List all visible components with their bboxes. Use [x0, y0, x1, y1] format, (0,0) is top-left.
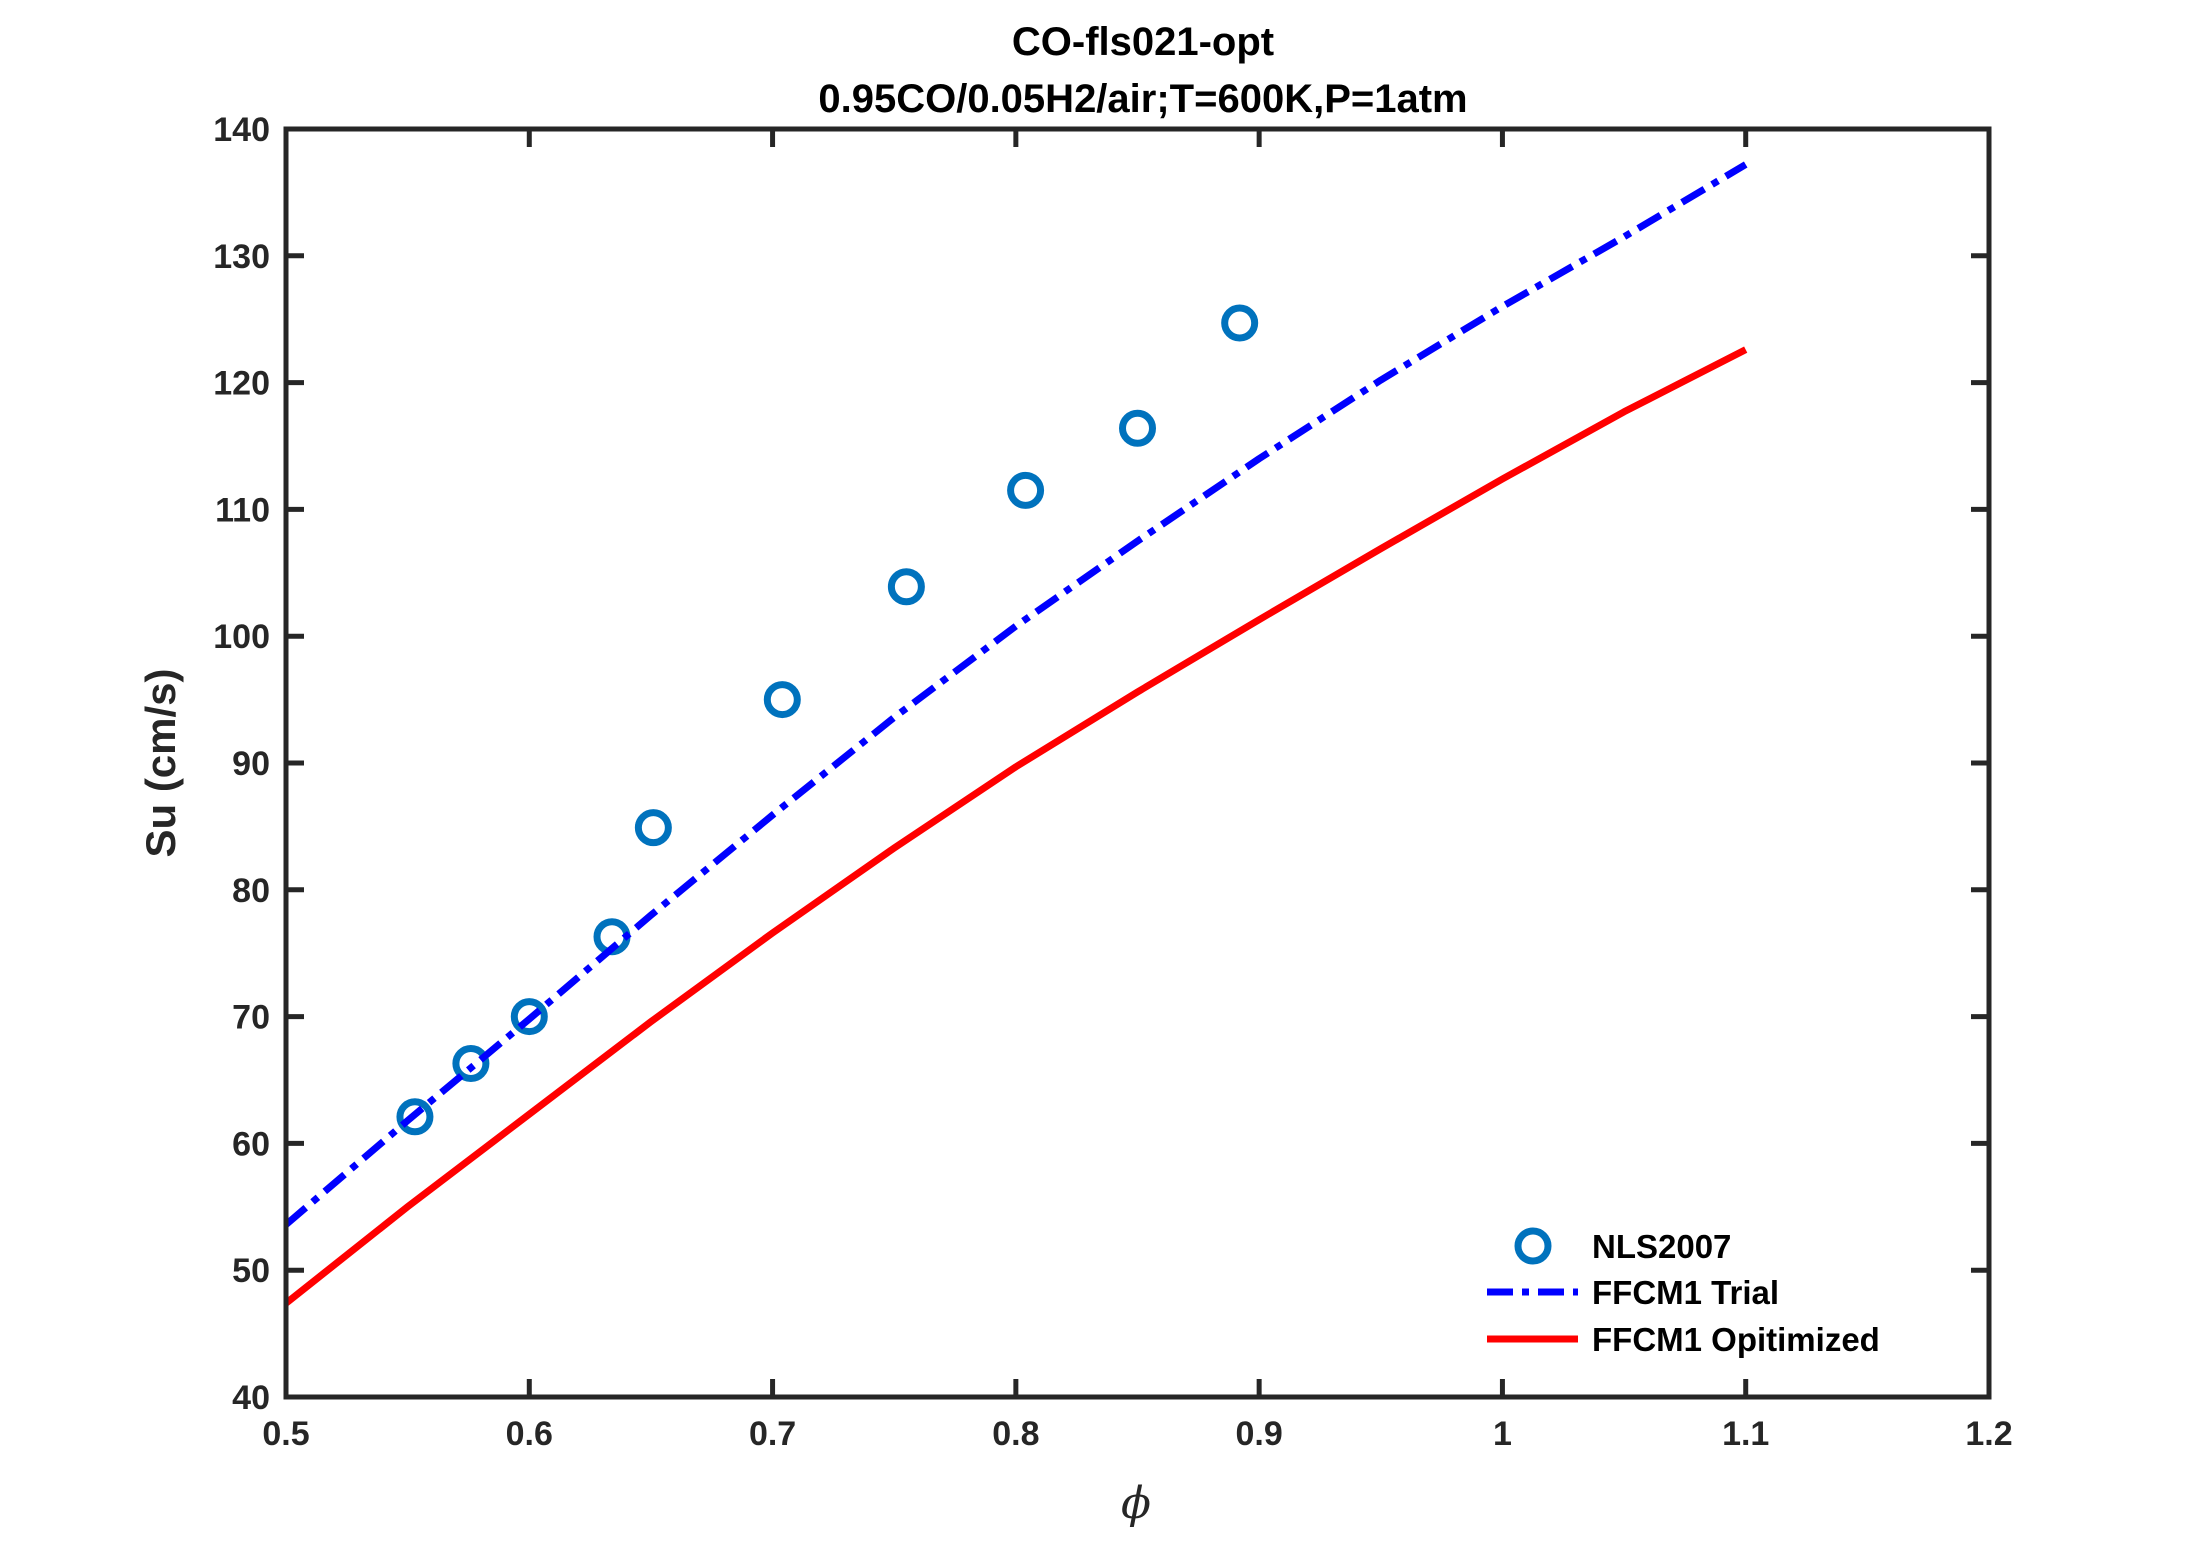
plot-area [283, 161, 1748, 1306]
y-tick-label: 40 [232, 1379, 270, 1417]
y-tick-label: 70 [232, 999, 270, 1037]
x-tick-label: 0.6 [506, 1415, 553, 1453]
y-tick-label: 90 [232, 745, 270, 783]
legend-item-nls2007: NLS2007 [1514, 1227, 1731, 1265]
data-point-nls2007 [452, 1045, 490, 1083]
data-point-nls2007 [1221, 304, 1259, 342]
x-tick-label: 1.1 [1722, 1415, 1769, 1453]
data-point-nls2007 [1007, 471, 1045, 509]
x-tick-label: 0.7 [749, 1415, 796, 1453]
y-tick-label: 130 [213, 238, 270, 276]
axis-ticks: 0.5 0.6 0.7 0.8 0.9 1 1.1 1.2 40 50 60 70 80 90 100 110… [213, 111, 2012, 1453]
legend-label-ffcm1-trial: FFCM1 Trial [1592, 1274, 1779, 1311]
y-tick-label: 110 [215, 491, 270, 529]
x-tick-label: 0.8 [992, 1415, 1039, 1453]
legend: NLS2007 FFCM1 Trial FFCM1 Opitimized [1487, 1227, 1880, 1358]
data-point-nls2007 [510, 998, 548, 1036]
chart-title: CO-fls021-opt [1012, 20, 1274, 64]
y-tick-label: 60 [232, 1125, 270, 1163]
series-line-ffcm1-optimized [283, 346, 1748, 1306]
x-tick-label: 0.5 [262, 1415, 309, 1453]
x-tick-label: 1 [1493, 1415, 1512, 1453]
series-line-ffcm1-trial [283, 161, 1748, 1228]
chart-subtitle: 0.95CO/0.05H2/air;T=600K,P=1atm [818, 77, 1467, 121]
data-point-nls2007 [887, 568, 925, 606]
y-axis-label: Su (cm/s) [137, 668, 184, 857]
data-point-nls2007 [634, 809, 672, 847]
data-point-nls2007 [396, 1098, 434, 1136]
y-tick-label: 140 [213, 111, 270, 149]
data-point-nls2007 [763, 681, 801, 719]
y-tick-label: 120 [213, 365, 270, 403]
y-tick-label: 80 [232, 872, 270, 910]
x-tick-label: 1.2 [1965, 1415, 2012, 1453]
legend-marker-nls2007 [1514, 1227, 1552, 1265]
y-tick-label: 100 [213, 618, 270, 656]
y-tick-label: 50 [232, 1252, 270, 1290]
data-point-nls2007 [1119, 409, 1156, 447]
legend-item-ffcm1-optimized: FFCM1 Opitimized [1487, 1321, 1880, 1358]
x-tick-label: 0.9 [1236, 1415, 1283, 1453]
x-axis-label: ϕ [1121, 1478, 1151, 1529]
legend-item-ffcm1-trial: FFCM1 Trial [1487, 1274, 1779, 1311]
legend-label-ffcm1-optimized: FFCM1 Opitimized [1592, 1321, 1880, 1358]
legend-label-nls2007: NLS2007 [1592, 1228, 1731, 1265]
